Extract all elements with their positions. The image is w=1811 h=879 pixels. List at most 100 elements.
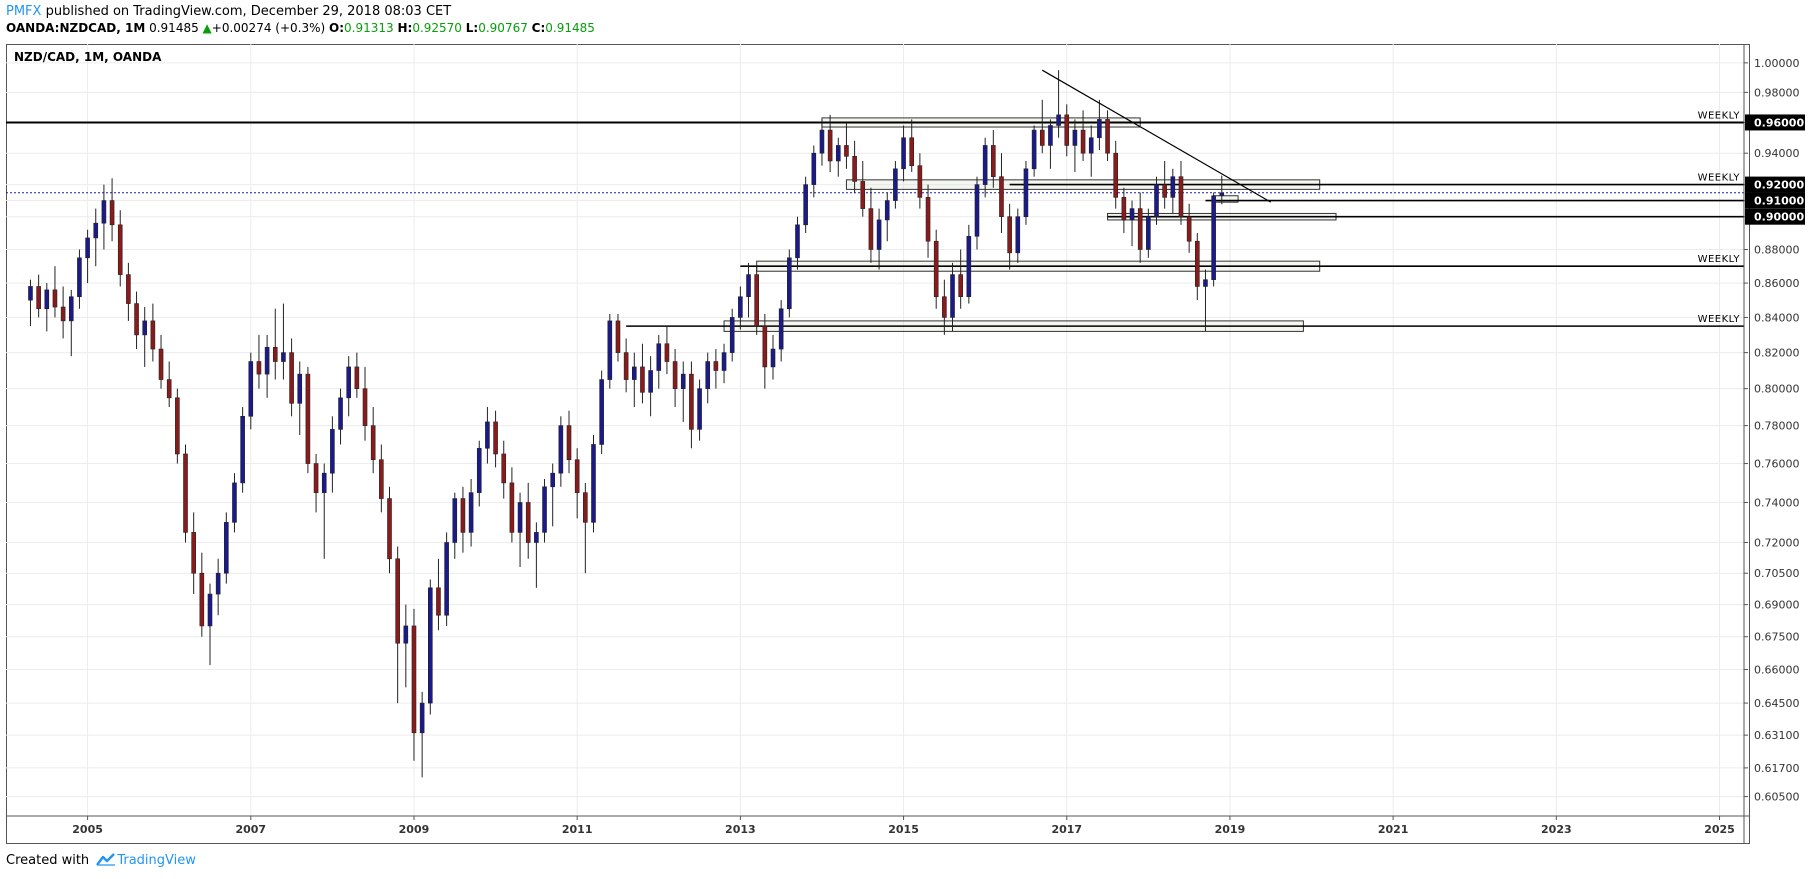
candle-body bbox=[566, 425, 572, 461]
y-tick-label: 0.76000 bbox=[1754, 458, 1800, 471]
y-tick-label: 0.64500 bbox=[1754, 697, 1800, 710]
candle-body bbox=[623, 352, 629, 380]
level-tag: WEEKLY bbox=[1698, 173, 1741, 184]
candle-body bbox=[240, 415, 245, 484]
candle-body bbox=[852, 156, 857, 182]
y-tick-label: 0.78000 bbox=[1754, 420, 1800, 433]
close-value: 0.91485 bbox=[545, 21, 595, 35]
candle-body bbox=[232, 482, 237, 523]
candle-body bbox=[28, 286, 33, 301]
candle-body bbox=[85, 237, 90, 259]
chart-container[interactable]: 2005 2007 2009 2011 2013 2015 2017 2019 2021 2023… bbox=[6, 44, 1809, 844]
candle-body bbox=[680, 373, 686, 389]
candle-body bbox=[811, 152, 817, 185]
low-label: L: bbox=[465, 21, 479, 35]
candle-body bbox=[321, 472, 327, 493]
y-tick-label: 0.60500 bbox=[1754, 791, 1800, 804]
candle-body bbox=[44, 289, 50, 310]
candle-body bbox=[1219, 192, 1225, 197]
candle-body bbox=[1080, 129, 1086, 154]
candle-body bbox=[1056, 114, 1061, 126]
candle-body bbox=[778, 308, 784, 350]
candle-body bbox=[648, 370, 653, 393]
candle-body bbox=[1039, 129, 1045, 146]
candle-body bbox=[950, 274, 955, 318]
candle-body bbox=[534, 532, 539, 543]
x-tick-label: 2017 bbox=[1051, 823, 1082, 836]
candle-body bbox=[1137, 208, 1143, 250]
grid bbox=[6, 44, 1744, 816]
candle-body bbox=[501, 453, 507, 484]
candle-body bbox=[860, 181, 866, 209]
y-price-tag: 0.91000 bbox=[1754, 195, 1804, 208]
candle-body bbox=[787, 257, 792, 310]
candle-body bbox=[770, 348, 776, 368]
candle-body bbox=[1146, 216, 1151, 250]
candle-body bbox=[933, 240, 939, 298]
candle-body bbox=[713, 361, 719, 371]
candle-body bbox=[909, 137, 915, 166]
candle-body bbox=[689, 373, 694, 430]
y-price-tag: 0.90000 bbox=[1754, 211, 1804, 224]
candle-body bbox=[191, 532, 196, 574]
candle-body bbox=[264, 346, 270, 375]
candle-body bbox=[452, 498, 458, 543]
candle-body bbox=[101, 200, 107, 224]
candle-body bbox=[281, 352, 286, 362]
candle-body bbox=[640, 366, 645, 393]
candle-body bbox=[762, 325, 768, 368]
candle-body bbox=[583, 492, 588, 523]
candle-body bbox=[631, 366, 637, 380]
candle-body bbox=[999, 176, 1004, 217]
candle-body bbox=[109, 200, 115, 226]
candle-body bbox=[313, 463, 319, 493]
y-tick-label: 0.70500 bbox=[1754, 567, 1800, 580]
candle-body bbox=[574, 459, 580, 493]
candle-body bbox=[330, 429, 335, 474]
candle-body bbox=[1105, 119, 1110, 154]
candle-body bbox=[93, 222, 99, 239]
candle-body bbox=[509, 482, 515, 533]
y-tick-label: 0.69000 bbox=[1754, 599, 1800, 612]
candle-body bbox=[917, 165, 923, 198]
candle-body bbox=[1195, 240, 1200, 287]
y-tick-label: 1.00000 bbox=[1754, 57, 1800, 70]
candle-body bbox=[550, 472, 555, 488]
candle-body bbox=[656, 343, 662, 371]
x-tick-label: 2011 bbox=[562, 823, 593, 836]
trendline bbox=[1041, 69, 1272, 203]
level-lines bbox=[6, 121, 1744, 327]
candle-body bbox=[893, 168, 898, 201]
price-chart[interactable]: 2005 2007 2009 2011 2013 2015 2017 2019 2021 2023… bbox=[6, 44, 1809, 844]
candle-body bbox=[68, 296, 74, 322]
created-with-label: Created with bbox=[6, 853, 90, 868]
candle-body bbox=[958, 274, 963, 298]
candle-body bbox=[1154, 184, 1159, 217]
author-name[interactable]: PMFX bbox=[6, 4, 42, 19]
y-tick-label: 0.66000 bbox=[1754, 664, 1800, 677]
candle-body bbox=[1048, 125, 1053, 146]
candle-body bbox=[215, 572, 221, 595]
open-label: O: bbox=[329, 21, 345, 35]
candle-body bbox=[803, 184, 808, 226]
y-tick-label: 0.67500 bbox=[1754, 631, 1800, 644]
candle-body bbox=[1072, 129, 1078, 146]
candle-body bbox=[1023, 168, 1029, 217]
candle-body bbox=[615, 320, 621, 353]
candle-body bbox=[754, 274, 759, 327]
candle-body bbox=[468, 492, 474, 533]
candle-body bbox=[1129, 208, 1135, 221]
last-price: 0.91485 bbox=[149, 21, 199, 35]
x-tick-label: 2023 bbox=[1541, 823, 1572, 836]
candle-body bbox=[525, 502, 531, 543]
y-tick-label: 0.74000 bbox=[1754, 496, 1800, 509]
candle-body bbox=[297, 373, 303, 404]
candles bbox=[28, 70, 1225, 778]
y-tick-label: 0.86000 bbox=[1754, 277, 1800, 290]
candle-body bbox=[370, 425, 376, 461]
candle-body bbox=[36, 286, 41, 310]
candle-body bbox=[982, 145, 988, 185]
low-value: 0.90767 bbox=[478, 21, 528, 35]
candle-body bbox=[558, 425, 564, 474]
tradingview-link[interactable]: TradingView bbox=[117, 853, 196, 868]
